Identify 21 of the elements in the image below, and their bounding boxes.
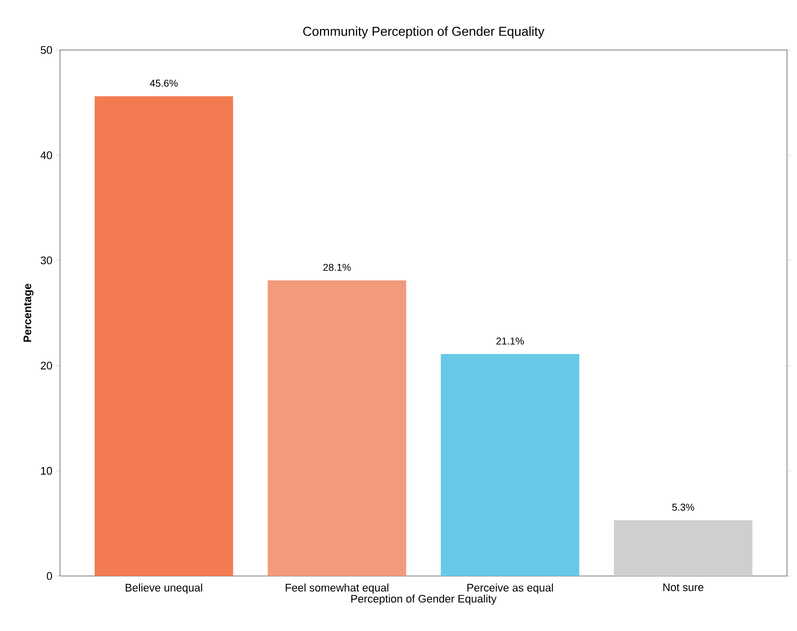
- data-label: 21.1%: [496, 337, 524, 345]
- bar: [268, 280, 406, 576]
- chart-title: Community Perception of Gender Equality: [303, 26, 544, 38]
- bar: [440, 354, 580, 576]
- x-tick-label: Not sure: [663, 584, 704, 592]
- data-label: 45.6%: [150, 80, 178, 87]
- y-tick-label: 50: [40, 46, 52, 54]
- x-axis-title: Perception of Gender Equality: [351, 594, 497, 605]
- x-tick-label: Feel somewhat equal: [286, 584, 388, 594]
- data-label: 28.1%: [323, 264, 351, 271]
- x-tick-label: Believe unequal: [126, 584, 202, 594]
- y-axis-title: Percentage: [24, 284, 34, 342]
- y-tick-label: 20: [40, 362, 52, 370]
- data-label: 5.3%: [672, 504, 694, 511]
- y-tick-label: 30: [40, 256, 52, 264]
- x-tick-label: Perceive as equal: [467, 584, 553, 594]
- bar: [614, 520, 752, 576]
- y-tick-label: 10: [41, 466, 52, 475]
- y-tick-label: 0: [46, 572, 52, 580]
- bar: [94, 96, 234, 576]
- y-tick-label: 40: [40, 151, 52, 160]
